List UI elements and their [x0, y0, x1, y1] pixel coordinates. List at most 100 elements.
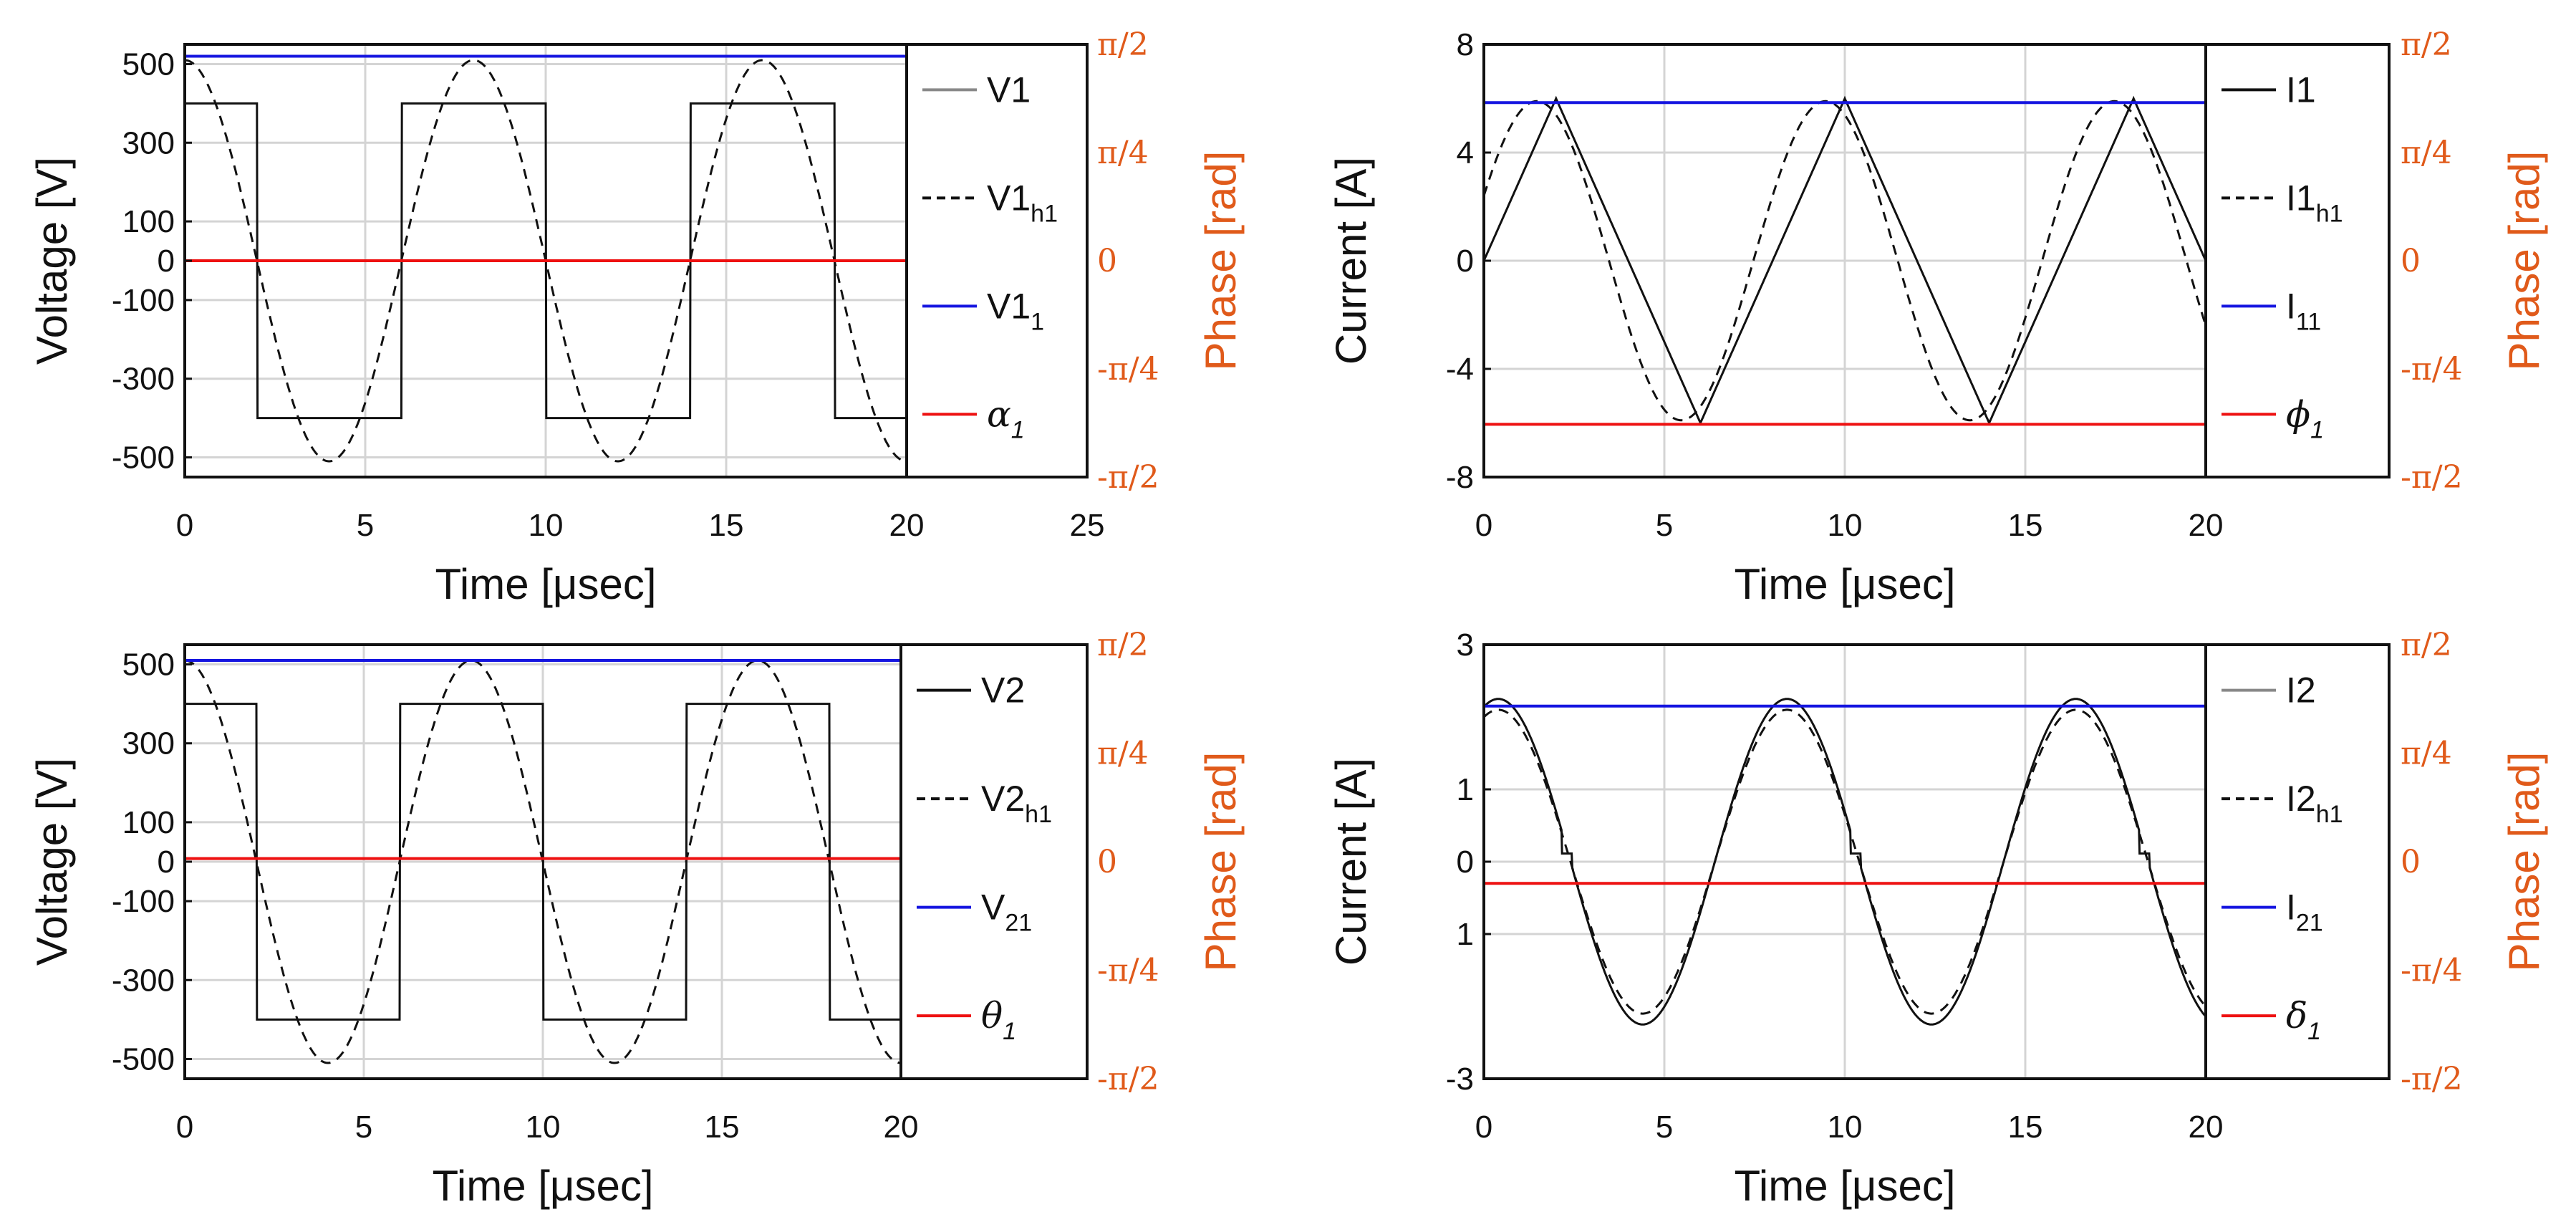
legend-label-0: V2 [981, 670, 1025, 711]
series-I2h1 [1482, 708, 2207, 1015]
legend-label-1: V1h1 [987, 178, 1058, 227]
y-tick-label: 1 [1457, 772, 1474, 807]
x-tick-label: 15 [2008, 1110, 2043, 1145]
phase-tick-labels: π/2 π/4 0 -π/4 -π/2 [2401, 27, 2463, 496]
legend-label-0: I2 [2286, 670, 2316, 711]
phase-axis-label: Phase [rad] [1197, 151, 1245, 371]
phase-tick-label: 0 [2401, 844, 2421, 880]
legend-box [2204, 43, 2391, 478]
x-tick-label: 20 [2189, 508, 2224, 543]
phase-tick-label: π/4 [1097, 135, 1149, 171]
legend: V2 V2h1 V21 θ1 [917, 670, 1052, 1045]
x-axis-label: Time [μsec] [435, 560, 656, 608]
y-tick-label: -300 [112, 963, 175, 998]
y-tick-label: 0 [158, 845, 175, 880]
x-tick-label: 0 [176, 1110, 193, 1145]
x-axis-label: Time [μsec] [1734, 1162, 1955, 1210]
x-tick-labels: 0 5 10 15 20 [1475, 508, 2224, 543]
series-I1 [1482, 95, 2207, 426]
phase-tick-label: 0 [1097, 844, 1117, 880]
legend-label-3: ϕ1 [2286, 393, 2324, 443]
phase-tick-label: -π/2 [1097, 1061, 1159, 1097]
x-tick-labels: 0 5 10 15 20 [1475, 1110, 2224, 1145]
phase-tick-label: π/4 [2401, 736, 2452, 772]
phase-tick-label: -π/2 [1097, 459, 1159, 496]
y-tick-label: 500 [122, 648, 175, 683]
gridlines [1484, 43, 2206, 478]
x-tick-label: 20 [889, 508, 925, 543]
y-tick-labels: 3 1 0 1 -3 [1446, 627, 1491, 1097]
x-tick-label: 0 [176, 508, 193, 543]
series-V2h1 [184, 659, 902, 1064]
y-tick-label: -100 [112, 884, 175, 919]
legend-label-0: V1 [987, 69, 1031, 110]
x-tick-label: 15 [705, 1110, 740, 1145]
y-tick-label: 1 [1457, 917, 1474, 952]
y-axis-label: Current [A] [1327, 157, 1375, 365]
y-axis-label: Voltage [V] [28, 157, 76, 365]
series-V1 [185, 102, 907, 420]
x-tick-label: 10 [1828, 1110, 1863, 1145]
phase-axis-label: Phase [rad] [1197, 752, 1245, 972]
phase-tick-label: π/2 [2401, 627, 2452, 663]
x-tick-label: 25 [1070, 508, 1105, 543]
legend-label-1: I2h1 [2286, 779, 2343, 828]
x-tick-label: 20 [2189, 1110, 2224, 1145]
phase-tick-label: π/4 [1097, 736, 1149, 772]
series-group [185, 54, 907, 463]
x-tick-labels: 0 5 10 15 20 [176, 1110, 919, 1145]
y-tick-label: 500 [122, 47, 175, 82]
y-tick-label: -500 [112, 1041, 175, 1077]
x-tick-label: 5 [357, 508, 374, 543]
y-axis-label: Voltage [V] [28, 758, 76, 966]
legend-label-3: θ1 [981, 995, 1016, 1045]
phase-tick-label: -π/4 [2401, 351, 2463, 388]
legend: V1 V1h1 V11 α1 [922, 69, 1058, 443]
y-axis-label: Current [A] [1327, 758, 1375, 966]
series-I1h1 [1482, 100, 2207, 422]
legend: I2 I2h1 I21 δ1 [2222, 670, 2343, 1045]
phase-tick-label: 0 [2401, 243, 2421, 279]
x-tick-label: 5 [355, 1110, 372, 1145]
x-tick-label: 15 [2008, 508, 2043, 543]
phase-tick-label: π/2 [1097, 627, 1149, 663]
y-tick-label: 0 [1457, 244, 1474, 279]
y-tick-label: 8 [1457, 27, 1474, 62]
x-tick-label: 10 [529, 508, 564, 543]
phase-axis-label: Phase [rad] [2500, 752, 2548, 972]
y-tick-label: 100 [122, 805, 175, 840]
series-group [1482, 698, 2207, 1026]
legend-label-2: V21 [981, 887, 1032, 937]
legend-box [2204, 643, 2391, 1080]
gridlines [1484, 643, 2206, 1080]
legend-box [905, 43, 1089, 478]
phase-tick-label: π/4 [2401, 135, 2452, 171]
y-tick-label: 3 [1457, 627, 1474, 663]
x-tick-labels: 0 5 10 15 20 25 [176, 508, 1105, 543]
phase-tick-labels: π/2 π/4 0 -π/4 -π/2 [2401, 627, 2463, 1097]
legend-label-1: V2h1 [981, 779, 1052, 828]
legend-label-3: δ1 [2286, 995, 2321, 1045]
phase-axis-label: Phase [rad] [2500, 151, 2548, 371]
legend-label-0: I1 [2286, 69, 2316, 110]
series-group [184, 659, 902, 1064]
legend-label-3: α1 [987, 393, 1025, 443]
x-axis-label: Time [μsec] [432, 1162, 653, 1210]
series-V2 [185, 703, 901, 1021]
y-tick-label: 4 [1457, 135, 1474, 170]
legend-label-2: I21 [2286, 887, 2323, 937]
x-tick-label: 20 [884, 1110, 919, 1145]
phase-tick-label: -π/2 [2401, 1061, 2463, 1097]
y-tick-label: -8 [1446, 460, 1474, 495]
x-axis-label: Time [μsec] [1734, 560, 1955, 608]
y-tick-label: 0 [1457, 845, 1474, 880]
x-tick-label: 5 [1656, 1110, 1673, 1145]
series-group [1482, 95, 2207, 426]
phase-tick-labels: π/2 π/4 0 -π/4 -π/2 [1097, 627, 1159, 1097]
x-tick-label: 10 [526, 1110, 561, 1145]
